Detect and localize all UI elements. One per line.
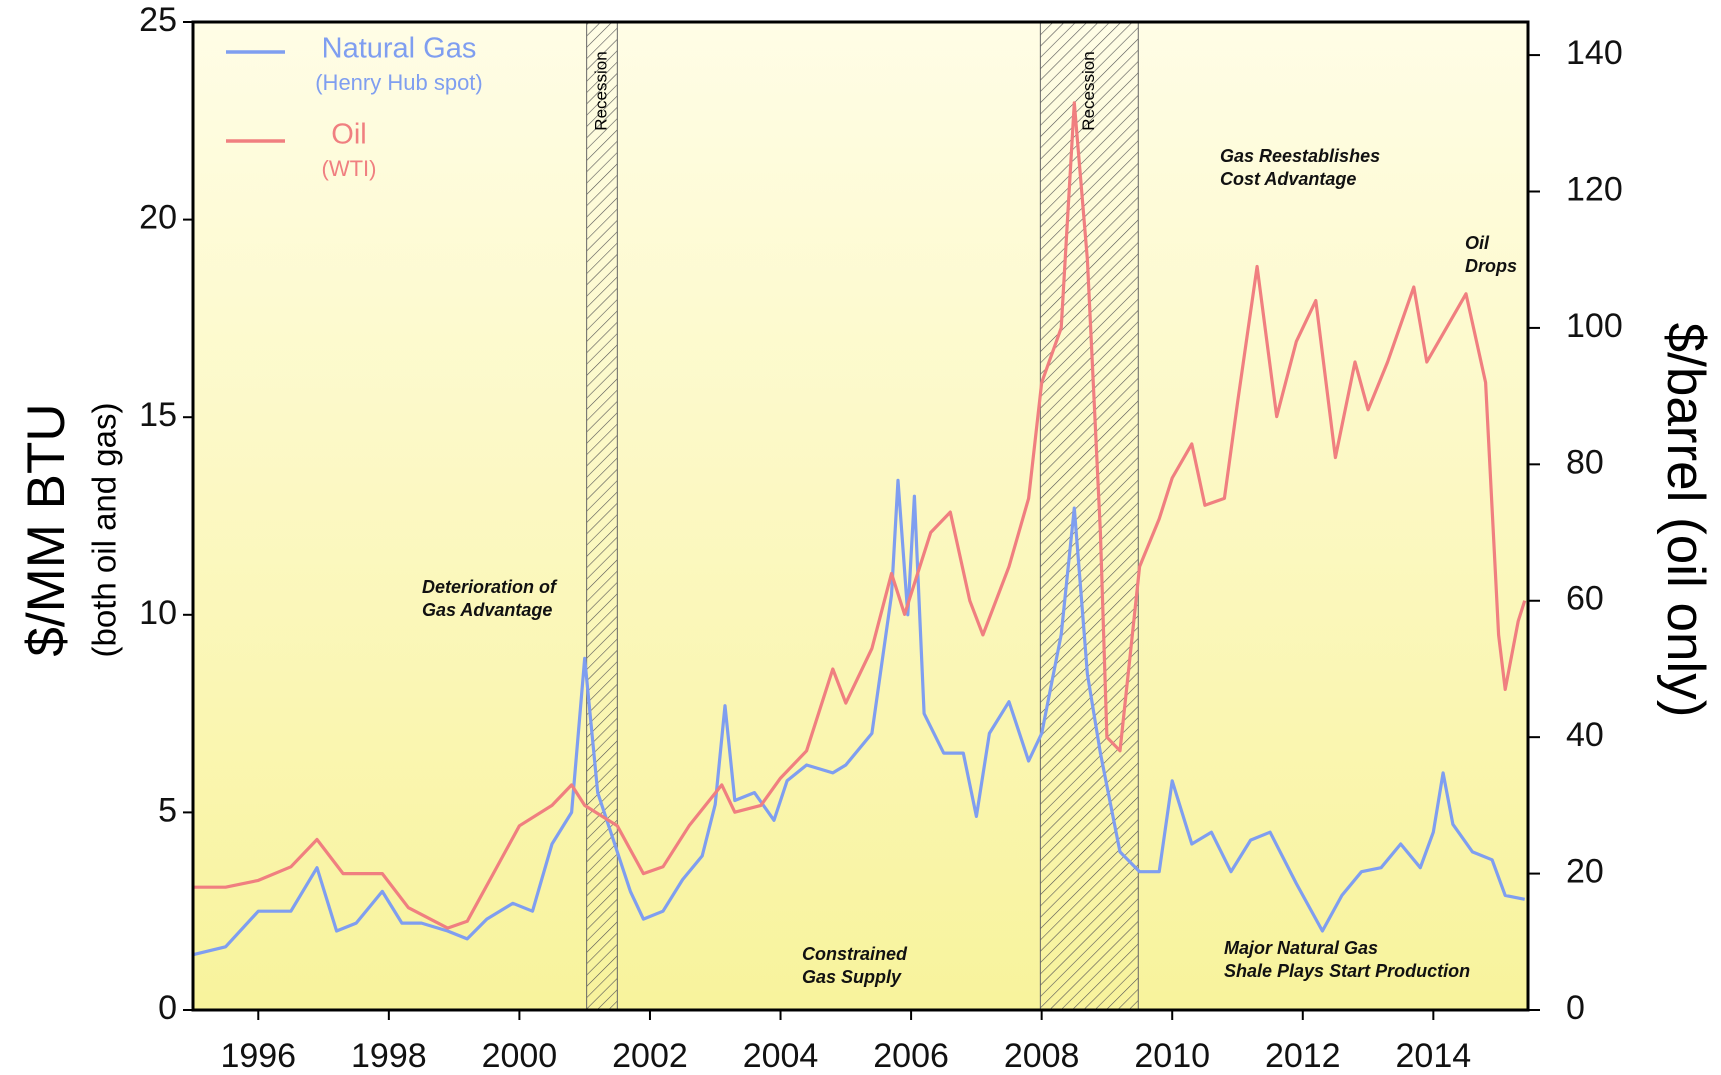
recession-band — [586, 21, 618, 1011]
plot-background — [193, 22, 1528, 1010]
legend-label: Oil — [331, 119, 366, 151]
y2-tick-label: 100 — [1566, 307, 1623, 345]
x-tick-label: 2010 — [1134, 1037, 1210, 1075]
y2-tick-label: 80 — [1566, 443, 1604, 481]
x-tick-label: 1998 — [351, 1037, 427, 1075]
legend-sublabel: (WTI) — [322, 156, 377, 181]
series-line — [193, 101, 1527, 930]
y2-tick-label: 140 — [1566, 34, 1623, 72]
y-tick-label: 20 — [139, 199, 177, 237]
annotation: Gas Reestablishes — [1220, 146, 1380, 166]
x-tick-label: 2004 — [743, 1037, 819, 1075]
x-tick-label: 2012 — [1265, 1037, 1341, 1075]
annotation: Constrained — [802, 944, 908, 964]
x-tick-label: 2000 — [482, 1037, 558, 1075]
annotation: Oil — [1465, 233, 1490, 253]
series-line — [192, 478, 1526, 957]
x-tick-label: 2014 — [1396, 1037, 1472, 1075]
y2-tick-label: 20 — [1566, 853, 1604, 891]
y2-axis-label: $/barrel (oil only) — [1656, 323, 1715, 718]
x-tick-label: 2008 — [1004, 1037, 1080, 1075]
annotation: Cost Advantage — [1220, 169, 1356, 189]
y-tick-label: 25 — [139, 1, 177, 39]
annotation: Gas Advantage — [422, 600, 552, 620]
x-tick-label: 2002 — [612, 1037, 688, 1075]
annotation: Major Natural Gas — [1224, 938, 1378, 958]
recession-label: Recession — [1079, 51, 1098, 130]
y-axis-label: $/MM BTU — [17, 403, 76, 656]
y2-tick-label: 120 — [1566, 170, 1623, 208]
plot-layer: Recession Recession — [192, 21, 1527, 1011]
annotation: Drops — [1465, 256, 1517, 276]
x-tick-label: 1996 — [220, 1037, 296, 1075]
recession-band — [1039, 21, 1139, 1011]
y2-tick-label: 60 — [1566, 580, 1604, 618]
plot-frame — [191, 20, 1530, 1012]
annotation: Deterioration of — [422, 577, 558, 597]
recession-label: Recession — [591, 51, 610, 130]
annotation: Shale Plays Start Production — [1224, 961, 1470, 981]
y-tick-label: 5 — [158, 791, 177, 829]
y-tick-label: 15 — [139, 396, 177, 434]
y2-tick-label: 0 — [1566, 989, 1585, 1027]
legend-sublabel: (Henry Hub spot) — [315, 70, 483, 95]
y2-tick-label: 40 — [1566, 716, 1604, 754]
y-tick-label: 10 — [139, 594, 177, 632]
y-axis-sublabel: (both oil and gas) — [86, 403, 123, 658]
y-tick-label: 0 — [158, 989, 177, 1027]
x-tick-label: 2006 — [873, 1037, 949, 1075]
legend-label: Natural Gas — [322, 33, 477, 65]
annotation: Gas Supply — [802, 967, 902, 987]
